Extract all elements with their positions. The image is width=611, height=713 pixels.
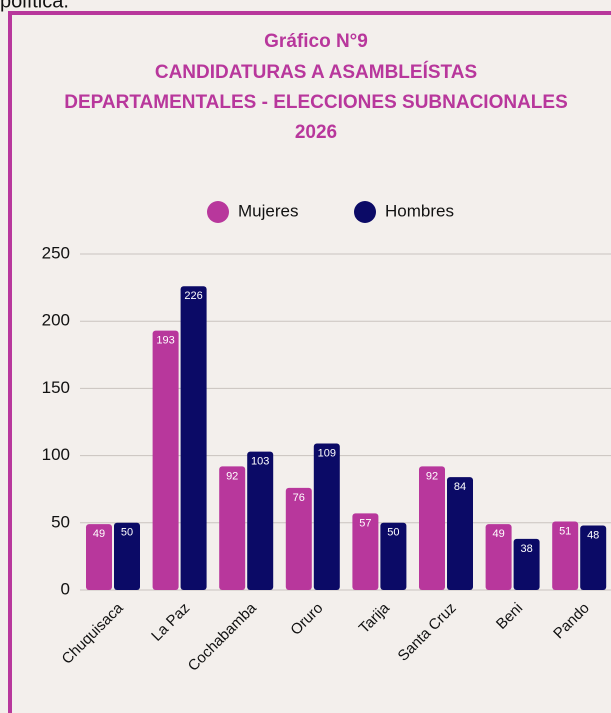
- value-label: 38: [520, 543, 532, 555]
- chart-title: DEPARTAMENTALES - ELECCIONES SUBNACIONAL…: [64, 92, 568, 113]
- value-label: 50: [387, 527, 399, 539]
- bar: [114, 522, 140, 590]
- bar: [313, 443, 340, 590]
- value-label: 51: [559, 525, 571, 537]
- x-tick-label: Cochabamba: [185, 599, 261, 675]
- x-tick-label: Chuquisaca: [59, 599, 128, 668]
- value-label: 92: [226, 470, 238, 482]
- value-label: 109: [318, 447, 336, 459]
- value-label: 103: [251, 455, 269, 467]
- bar: [447, 477, 473, 590]
- bar: [285, 487, 312, 590]
- chart-title: 2026: [295, 122, 337, 143]
- legend-label: Mujeres: [238, 201, 298, 220]
- frame: [8, 11, 611, 713]
- bar: [219, 466, 246, 590]
- value-label: 76: [293, 492, 305, 504]
- legend-label: Hombres: [385, 201, 454, 220]
- x-tick-label: Tarija: [356, 599, 394, 637]
- bar: [380, 522, 407, 590]
- value-label: 226: [184, 290, 202, 302]
- bar: [352, 513, 379, 590]
- x-tick-label: Pando: [550, 600, 593, 643]
- bar: [86, 524, 112, 590]
- x-tick-label: Santa Cruz: [395, 600, 460, 665]
- legend-swatch: [207, 201, 229, 223]
- bar: [180, 286, 207, 590]
- y-tick-label: 250: [42, 243, 70, 262]
- page-text: política.: [0, 0, 69, 12]
- value-label: 49: [492, 528, 504, 540]
- y-tick-label: 0: [61, 579, 70, 598]
- bar: [247, 451, 274, 590]
- value-label: 57: [359, 517, 371, 529]
- y-tick-label: 50: [51, 512, 70, 531]
- value-label: 193: [156, 335, 174, 347]
- bar: [513, 538, 540, 590]
- chart-title: Gráfico N°9: [264, 31, 368, 52]
- x-tick-label: Beni: [493, 600, 526, 633]
- value-label: 50: [121, 527, 133, 539]
- bar: [580, 525, 607, 590]
- chart-title: CANDIDATURAS A ASAMBLEÍSTAS: [155, 61, 477, 83]
- bar: [152, 330, 179, 590]
- legend-swatch: [354, 201, 376, 223]
- value-label: 84: [454, 481, 466, 493]
- bar: [552, 521, 579, 590]
- value-label: 92: [426, 470, 438, 482]
- y-tick-label: 200: [42, 311, 70, 330]
- y-tick-label: 150: [42, 378, 70, 397]
- y-tick-label: 100: [42, 445, 70, 464]
- value-label: 48: [587, 529, 599, 541]
- value-label: 49: [93, 528, 105, 540]
- bar: [485, 524, 512, 590]
- x-tick-label: La Paz: [148, 600, 193, 645]
- bar: [419, 466, 445, 590]
- x-tick-label: Oruro: [287, 600, 326, 639]
